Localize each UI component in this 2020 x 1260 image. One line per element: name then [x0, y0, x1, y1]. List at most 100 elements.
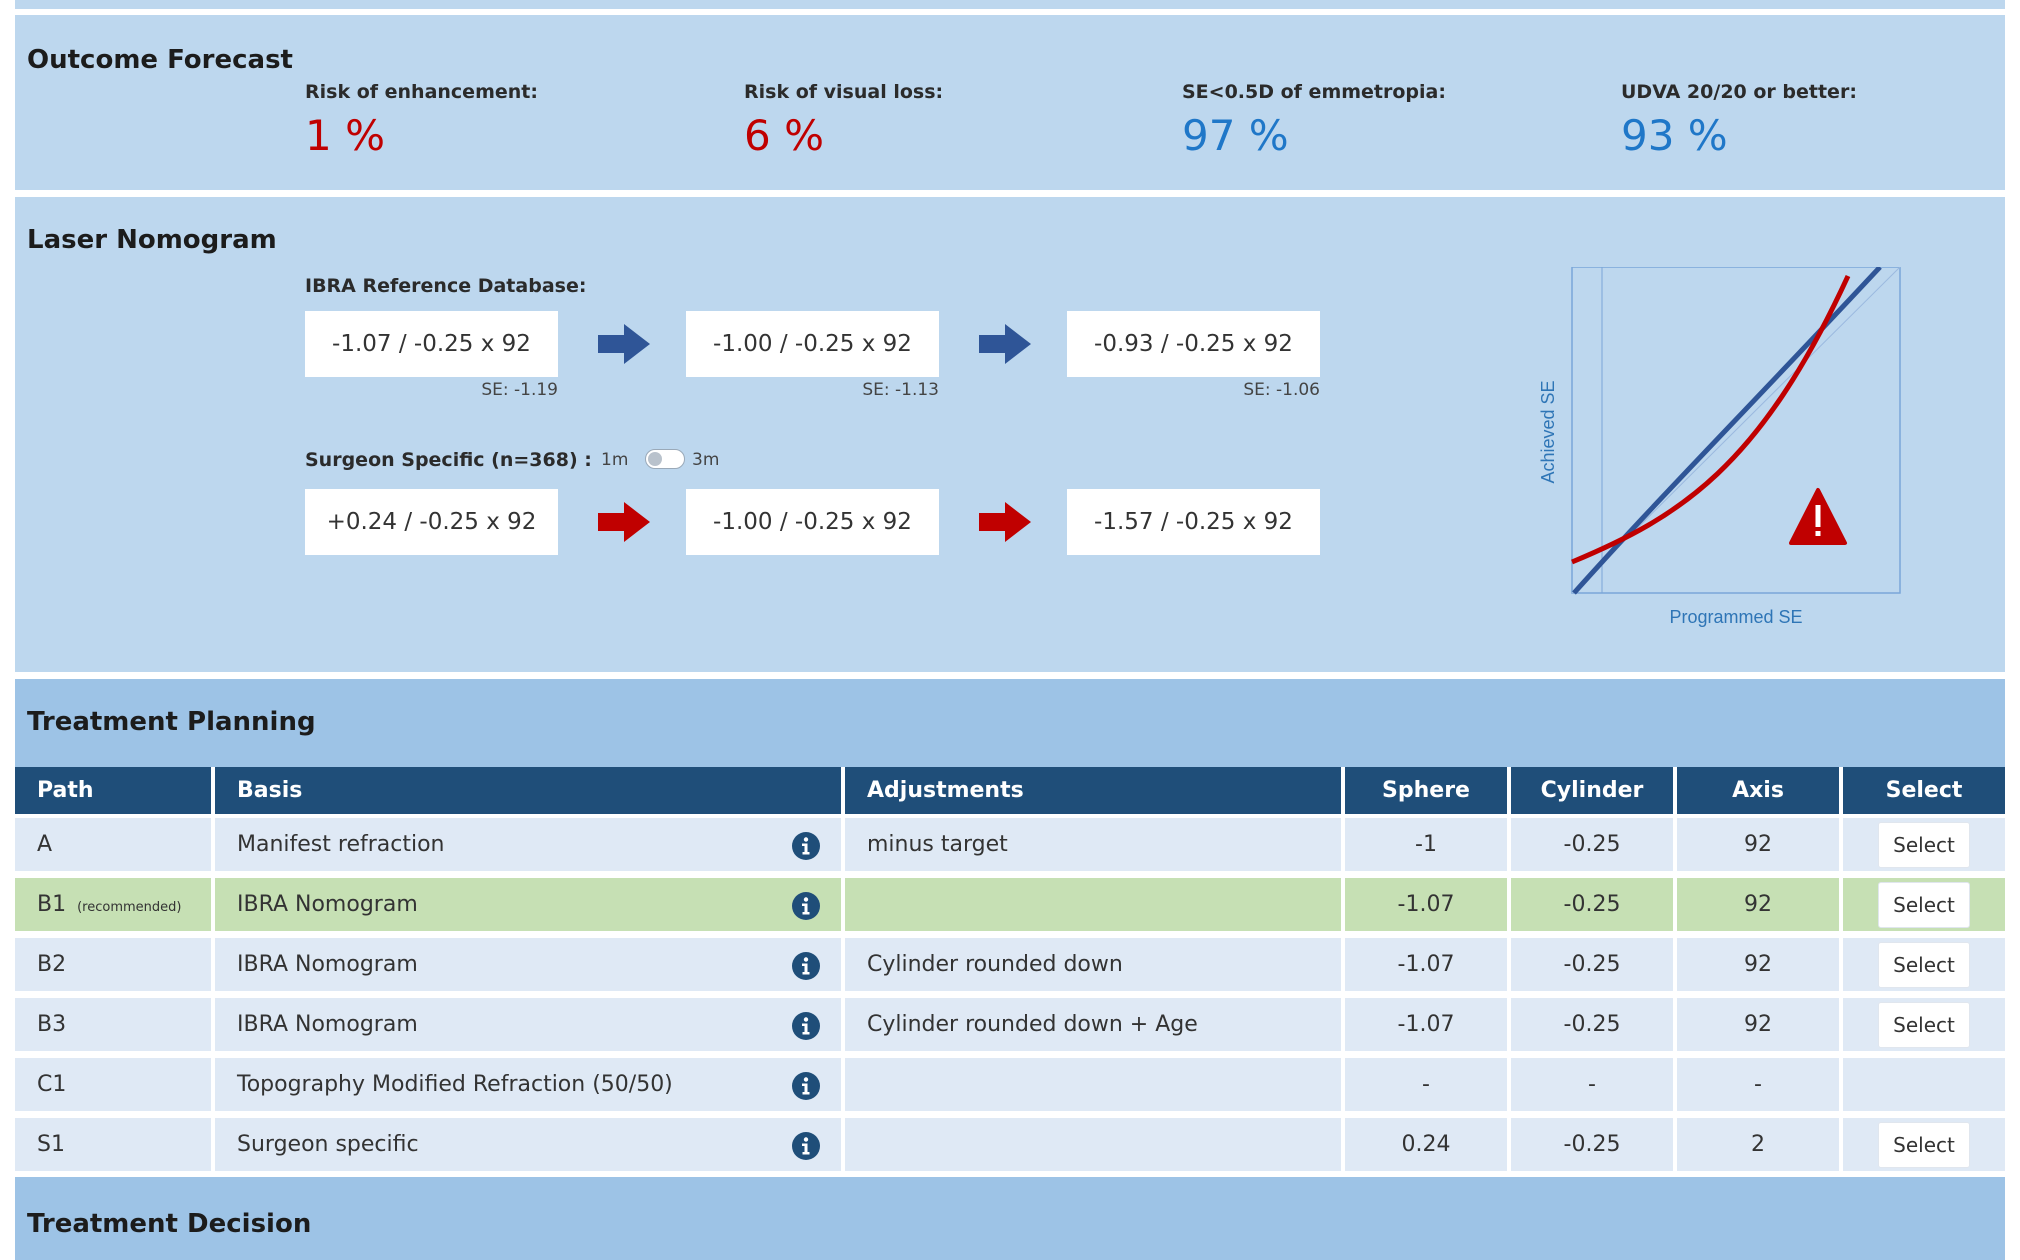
- cell-select-empty: [1843, 1058, 2005, 1118]
- treatment-planning-table: Path Basis Adjustments Sphere Cylinder A…: [15, 767, 2005, 1178]
- interval-toggle[interactable]: [645, 449, 685, 469]
- chart-y-label: Achieved SE: [1538, 380, 1558, 483]
- cell-cylinder: -: [1511, 1058, 1677, 1118]
- table-row: B2 IBRA Nomogram Cylinder rounded down -…: [15, 938, 2005, 998]
- surgeon-specific-label: Surgeon Specific (n=368) :: [305, 449, 592, 471]
- ibra-label: IBRA Reference Database:: [305, 275, 587, 297]
- info-icon[interactable]: [791, 1011, 821, 1041]
- cell-axis: 92: [1677, 998, 1843, 1058]
- info-icon[interactable]: [791, 951, 821, 981]
- chart-x-label: Programmed SE: [1669, 607, 1802, 627]
- cell-path: S1: [15, 1118, 215, 1178]
- arrow-right-icon: [979, 324, 1031, 364]
- path-id: B3: [37, 1012, 67, 1037]
- column-header-cylinder: Cylinder: [1511, 767, 1677, 818]
- cell-path: B1 (recommended): [15, 878, 215, 938]
- table-header-row: Path Basis Adjustments Sphere Cylinder A…: [15, 767, 2005, 818]
- cell-axis: 92: [1677, 938, 1843, 998]
- select-button[interactable]: Select: [1878, 1121, 1970, 1168]
- toggle-1m-label: 1m: [601, 450, 629, 470]
- cell-basis: IBRA Nomogram: [215, 938, 845, 998]
- cell-cylinder: -0.25: [1511, 878, 1677, 938]
- warning-icon: [1789, 488, 1847, 545]
- top-section-edge: [15, 0, 2005, 9]
- basis-text: Topography Modified Refraction (50/50): [237, 1072, 673, 1097]
- surgeon-refraction-box-2: -1.00 / -0.25 x 92: [686, 489, 939, 555]
- recommended-note: (recommended): [77, 900, 182, 915]
- metric-value: 97 %: [1182, 111, 1289, 160]
- table-row: A Manifest refraction minus target -1 -0…: [15, 818, 2005, 878]
- table-row: C1 Topography Modified Refraction (50/50…: [15, 1058, 2005, 1118]
- cell-adjustments: [845, 878, 1345, 938]
- laser-nomogram-title: Laser Nomogram: [27, 225, 277, 255]
- cell-cylinder: -0.25: [1511, 998, 1677, 1058]
- surgeon-refraction-box-3: -1.57 / -0.25 x 92: [1067, 489, 1320, 555]
- select-button[interactable]: Select: [1878, 941, 1970, 988]
- basis-text: Surgeon specific: [237, 1132, 419, 1157]
- metric-label: Risk of enhancement:: [305, 81, 538, 103]
- basis-text: Manifest refraction: [237, 832, 445, 857]
- info-icon[interactable]: [791, 891, 821, 921]
- path-id: B2: [37, 952, 67, 977]
- toggle-3m-label: 3m: [692, 450, 720, 470]
- cell-select: Select: [1843, 1118, 2005, 1178]
- cell-basis: IBRA Nomogram: [215, 878, 845, 938]
- cell-select: Select: [1843, 938, 2005, 998]
- metric-value: 1 %: [305, 111, 385, 160]
- table-row: B3 IBRA Nomogram Cylinder rounded down +…: [15, 998, 2005, 1058]
- metric-label: UDVA 20/20 or better:: [1621, 81, 1857, 103]
- path-id: A: [37, 832, 53, 857]
- metric-risk-visual-loss: Risk of visual loss: 6 %: [744, 81, 943, 160]
- cell-basis: Manifest refraction: [215, 818, 845, 878]
- outcome-forecast-section: Outcome Forecast Risk of enhancement: 1 …: [15, 15, 2005, 190]
- metric-label: Risk of visual loss:: [744, 81, 944, 103]
- surgeon-refraction-box-1: +0.24 / -0.25 x 92: [305, 489, 558, 555]
- basis-text: IBRA Nomogram: [237, 892, 418, 917]
- ibra-se-3: SE: -1.06: [1243, 380, 1320, 400]
- cell-axis: 2: [1677, 1118, 1843, 1178]
- cell-adjustments: minus target: [845, 818, 1345, 878]
- path-id: C1: [37, 1072, 67, 1097]
- outcome-forecast-title: Outcome Forecast: [27, 45, 293, 75]
- treatment-decision-section: Treatment Decision: [15, 1177, 2005, 1260]
- info-icon[interactable]: [791, 1131, 821, 1161]
- metric-udva: UDVA 20/20 or better: 93 %: [1621, 81, 1857, 160]
- column-header-select: Select: [1843, 767, 2005, 818]
- treatment-decision-title: Treatment Decision: [27, 1209, 312, 1239]
- metric-risk-enhancement: Risk of enhancement: 1 %: [305, 81, 538, 160]
- nomogram-chart: Programmed SE Achieved SE: [1520, 265, 1920, 627]
- path-id: S1: [37, 1132, 65, 1157]
- cell-cylinder: -0.25: [1511, 1118, 1677, 1178]
- arrow-right-icon: [598, 324, 650, 364]
- column-header-basis: Basis: [215, 767, 845, 818]
- info-icon[interactable]: [791, 1071, 821, 1101]
- nomogram-chart-svg: Programmed SE Achieved SE: [1538, 265, 1901, 627]
- ibra-refraction-box-3: -0.93 / -0.25 x 92: [1067, 311, 1320, 377]
- cell-adjustments: [845, 1058, 1345, 1118]
- cell-sphere: -1.07: [1345, 938, 1511, 998]
- metric-value: 93 %: [1621, 111, 1728, 160]
- select-button[interactable]: Select: [1878, 821, 1970, 868]
- cell-basis: IBRA Nomogram: [215, 998, 845, 1058]
- ibra-se-2: SE: -1.13: [862, 380, 939, 400]
- cell-sphere: -: [1345, 1058, 1511, 1118]
- column-header-path: Path: [15, 767, 215, 818]
- cell-adjustments: Cylinder rounded down: [845, 938, 1345, 998]
- ibra-refraction-box-2: -1.00 / -0.25 x 92: [686, 311, 939, 377]
- cell-basis: Topography Modified Refraction (50/50): [215, 1058, 845, 1118]
- surgeon-curve: [1571, 274, 1851, 565]
- info-icon[interactable]: [791, 831, 821, 861]
- cell-select: Select: [1843, 878, 2005, 938]
- cell-cylinder: -0.25: [1511, 818, 1677, 878]
- select-button[interactable]: Select: [1878, 1001, 1970, 1048]
- cell-path: B3: [15, 998, 215, 1058]
- cell-select: Select: [1843, 998, 2005, 1058]
- metric-se-emmetropia: SE<0.5D of emmetropia: 97 %: [1182, 81, 1446, 160]
- cell-sphere: -1.07: [1345, 998, 1511, 1058]
- basis-text: IBRA Nomogram: [237, 1012, 418, 1037]
- cell-axis: 92: [1677, 818, 1843, 878]
- cell-path: B2: [15, 938, 215, 998]
- select-button[interactable]: Select: [1878, 881, 1970, 928]
- treatment-planning-section: Treatment Planning: [15, 679, 2005, 767]
- cell-path: C1: [15, 1058, 215, 1118]
